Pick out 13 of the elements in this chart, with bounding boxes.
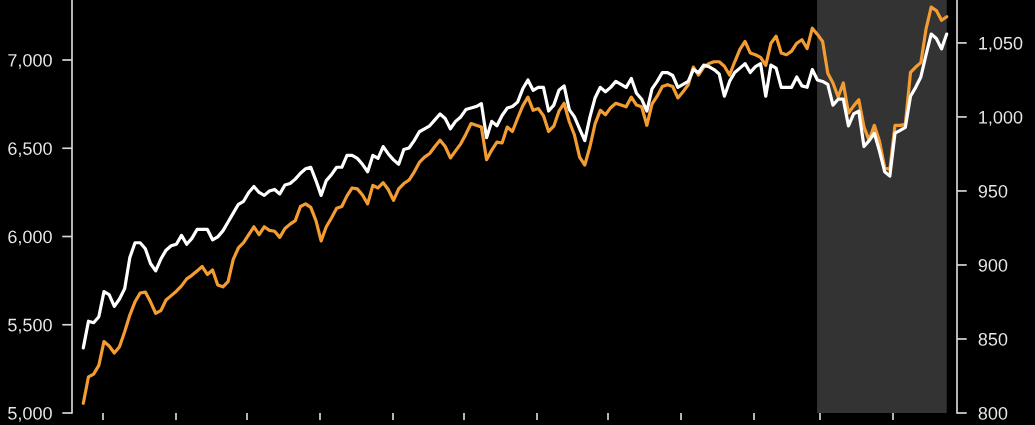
y2-tick-label: 900 xyxy=(978,258,1008,272)
line-series xyxy=(81,32,949,350)
y-tick-label: 7,000 xyxy=(8,53,52,69)
y-tick-label: 5,000 xyxy=(8,406,52,422)
y-tick-label: 5,500 xyxy=(8,318,52,334)
y2-tick-label: 1,000 xyxy=(979,110,1023,126)
line-series xyxy=(81,5,949,405)
y2-tick-label: 1,050 xyxy=(979,36,1023,52)
y-tick-label: 6,500 xyxy=(8,142,52,158)
y2-tick-label: 950 xyxy=(978,184,1008,198)
y-tick-label: 6,000 xyxy=(8,230,52,246)
y2-tick-label: 850 xyxy=(978,332,1008,346)
y2-tick-label: 800 xyxy=(978,406,1008,420)
